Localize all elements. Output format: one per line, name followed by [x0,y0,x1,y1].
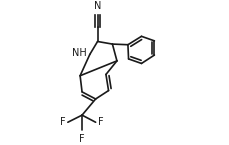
Text: NH: NH [72,48,87,58]
Text: F: F [59,117,65,127]
Text: N: N [93,1,101,11]
Text: F: F [98,117,103,127]
Text: F: F [79,134,85,144]
